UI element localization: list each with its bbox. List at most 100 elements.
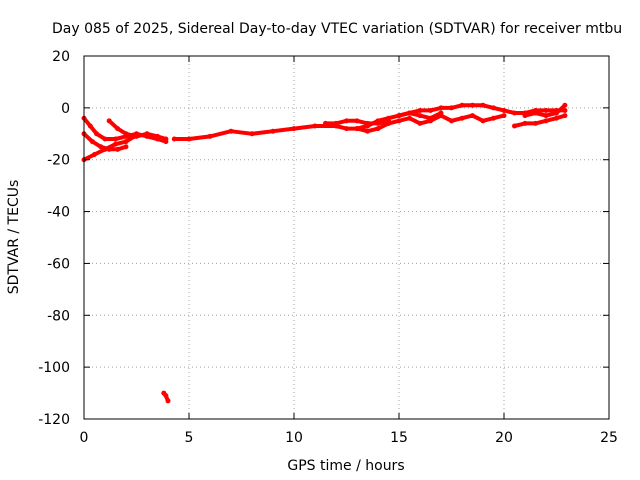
data-point bbox=[312, 123, 318, 129]
data-point bbox=[512, 123, 517, 129]
data-point bbox=[428, 115, 433, 121]
data-point bbox=[428, 107, 433, 113]
data-point bbox=[562, 113, 568, 119]
data-point bbox=[186, 136, 192, 142]
data-point bbox=[365, 128, 370, 134]
data-point bbox=[417, 107, 423, 113]
data-point bbox=[171, 136, 177, 142]
data-point bbox=[333, 120, 339, 126]
data-point bbox=[123, 131, 129, 137]
data-point bbox=[449, 118, 454, 124]
data-point bbox=[407, 110, 412, 116]
data-point bbox=[480, 102, 486, 108]
data-point bbox=[115, 126, 121, 132]
data-point bbox=[344, 118, 349, 124]
data-traces bbox=[81, 102, 568, 404]
x-tick-label: 0 bbox=[80, 430, 89, 446]
data-point bbox=[323, 120, 328, 126]
y-tick-label: 0 bbox=[61, 101, 70, 117]
data-point bbox=[449, 105, 454, 111]
data-point bbox=[134, 133, 139, 139]
y-tick-label: -60 bbox=[47, 256, 70, 272]
y-tick-label: -80 bbox=[47, 308, 70, 324]
data-point bbox=[354, 118, 360, 124]
data-point bbox=[522, 120, 528, 126]
axis-ticks bbox=[83, 55, 610, 420]
x-tick-label: 10 bbox=[285, 430, 303, 446]
data-point bbox=[501, 113, 507, 119]
data-point bbox=[480, 118, 486, 124]
y-axis-label: SDTVAR / TECUs bbox=[6, 180, 22, 295]
data-point bbox=[562, 107, 568, 113]
data-point bbox=[102, 146, 108, 152]
data-point bbox=[459, 102, 465, 108]
data-point bbox=[543, 113, 549, 119]
data-point bbox=[554, 110, 559, 116]
data-point bbox=[106, 118, 112, 124]
data-point bbox=[533, 110, 538, 116]
data-point bbox=[501, 107, 507, 113]
x-tick-label: 15 bbox=[390, 430, 408, 446]
data-point bbox=[438, 110, 444, 116]
y-tick-label: -40 bbox=[47, 205, 70, 221]
data-point bbox=[163, 393, 169, 399]
data-point bbox=[470, 102, 475, 108]
data-point bbox=[522, 113, 528, 119]
plot-frame bbox=[83, 55, 610, 420]
data-point bbox=[165, 398, 171, 404]
data-point bbox=[228, 128, 234, 134]
y-tick-label: -120 bbox=[38, 412, 70, 428]
data-point bbox=[344, 126, 349, 132]
data-point bbox=[407, 115, 412, 121]
data-point bbox=[113, 141, 118, 147]
data-point bbox=[543, 107, 549, 113]
data-point bbox=[89, 139, 95, 145]
data-point bbox=[543, 118, 549, 124]
data-point bbox=[417, 120, 423, 126]
axis-tick-labels: 0 5 10 15 20 25 20 0 -20 -40 -60 -80 -100 -120 bbox=[38, 49, 618, 446]
data-point bbox=[459, 115, 465, 121]
y-tick-label: 20 bbox=[52, 49, 70, 65]
data-series-trace-8 bbox=[386, 113, 506, 126]
data-point bbox=[155, 133, 160, 139]
data-series-trace-5 bbox=[172, 121, 391, 141]
data-point bbox=[386, 115, 391, 121]
data-point bbox=[365, 123, 370, 129]
data-point bbox=[94, 131, 100, 137]
data-point bbox=[554, 115, 559, 121]
data-point bbox=[396, 113, 402, 119]
data-point bbox=[375, 126, 381, 132]
data-point bbox=[512, 110, 517, 116]
data-point bbox=[491, 115, 496, 121]
data-point bbox=[470, 113, 475, 119]
data-point bbox=[562, 102, 568, 108]
y-tick-label: -100 bbox=[38, 360, 70, 376]
chart-title: Day 085 of 2025, Sidereal Day-to-day VTE… bbox=[52, 21, 622, 37]
data-point bbox=[375, 118, 381, 124]
data-point bbox=[533, 120, 538, 126]
data-point bbox=[123, 144, 129, 150]
data-point bbox=[438, 105, 444, 111]
data-point bbox=[98, 144, 104, 150]
data-point bbox=[115, 146, 121, 152]
data-point bbox=[92, 152, 97, 158]
data-point bbox=[123, 139, 129, 145]
data-point bbox=[386, 120, 391, 126]
data-point bbox=[354, 126, 360, 132]
data-series-trace-1 bbox=[82, 116, 168, 144]
data-point bbox=[249, 131, 255, 137]
data-point bbox=[163, 136, 169, 142]
x-tick-label: 5 bbox=[185, 430, 194, 446]
x-tick-label: 25 bbox=[600, 430, 618, 446]
y-tick-label: -20 bbox=[47, 153, 70, 169]
data-point bbox=[491, 105, 496, 111]
data-point bbox=[102, 136, 108, 142]
data-point bbox=[396, 118, 402, 124]
data-point bbox=[87, 123, 93, 129]
data-point bbox=[291, 126, 297, 132]
x-tick-label: 20 bbox=[495, 430, 513, 446]
x-axis-label: GPS time / hours bbox=[287, 458, 404, 474]
data-point bbox=[270, 128, 276, 134]
data-point bbox=[113, 136, 118, 142]
